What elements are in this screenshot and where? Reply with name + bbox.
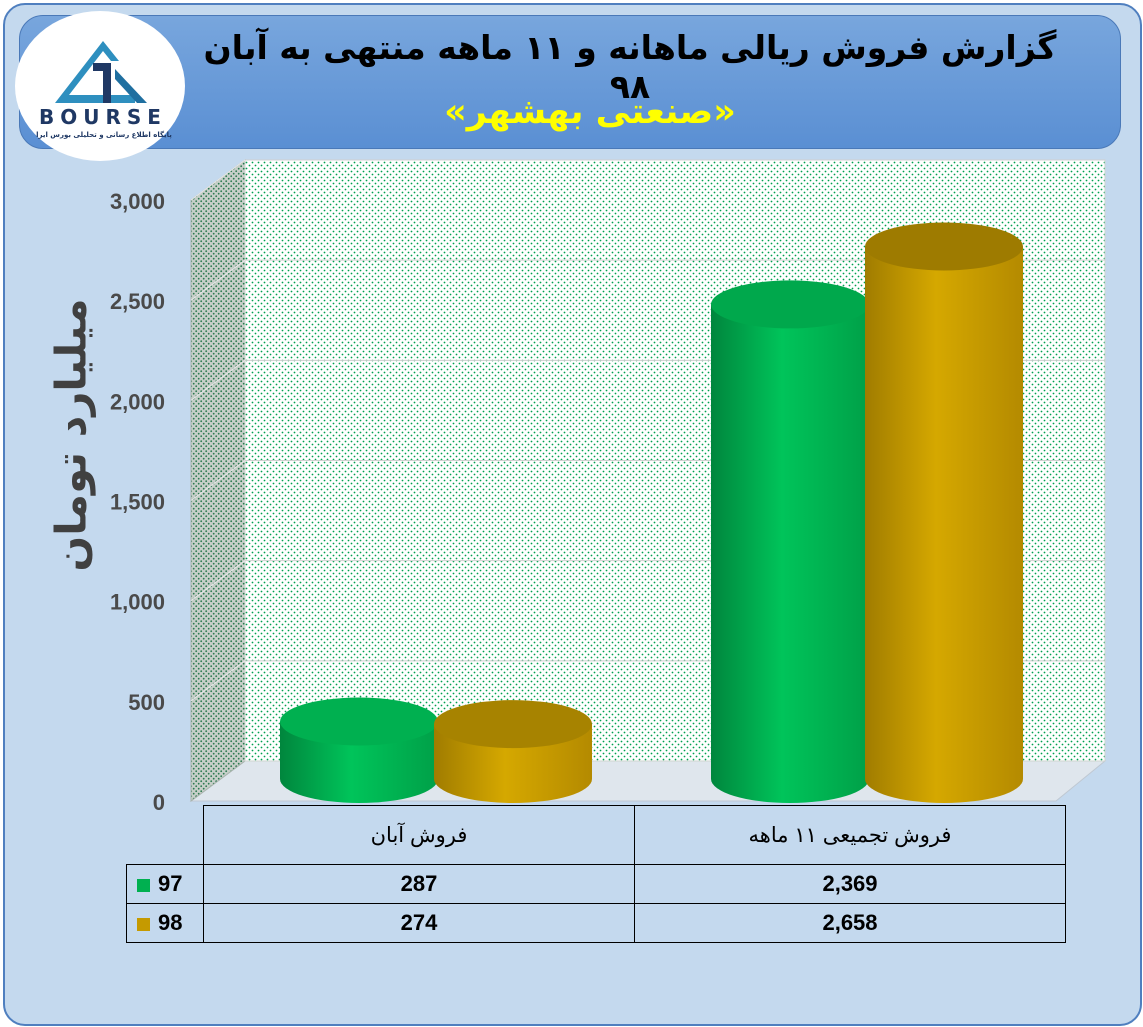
legend-label-97: 97 (158, 871, 183, 896)
gridline-side (190, 460, 246, 501)
logo-wordmark: BOURSE (39, 105, 167, 129)
y-tick-label: 1,000 (110, 590, 165, 615)
bar-top (280, 697, 438, 746)
bar-top (865, 222, 1023, 271)
table-corner (126, 805, 204, 865)
value-97-1: 2,369 (634, 864, 1066, 904)
bar-98-0 (434, 700, 592, 803)
legend-98: 98 (126, 903, 204, 943)
category-label-1: فروش تجمیعی ۱۱ ماهه (634, 805, 1066, 865)
bar-top (434, 700, 592, 749)
gridline-side (190, 159, 246, 201)
chart-frame: گزارش فروش ریالی ماهانه و ۱۱ ماهه منتهی … (3, 3, 1142, 1026)
logo-tagline: پایگاه اطلاع رسانی و تحلیلی بورس ایرا (36, 131, 172, 139)
y-tick-label: 3,000 (110, 189, 165, 214)
value-98-1: 2,658 (634, 903, 1066, 943)
bar-97-0 (280, 697, 438, 803)
y-tick-label: 1,500 (110, 490, 165, 515)
gridline-side (190, 359, 246, 401)
bar-body (711, 304, 869, 803)
chart-subtitle: «صنعتی بهشهر» (444, 92, 736, 132)
bourse-logo: BOURSE پایگاه اطلاع رسانی و تحلیلی بورس … (15, 11, 185, 161)
logo-mark-icon (55, 41, 147, 103)
bar-97-1 (711, 280, 869, 803)
gridline-side (190, 560, 246, 602)
y-tick-label: 2,000 (110, 389, 165, 414)
chart-title: گزارش فروش ریالی ماهانه و ۱۱ ماهه منتهی … (203, 28, 1057, 106)
value-98-0: 274 (203, 903, 635, 943)
value-97-0: 287 (203, 864, 635, 904)
y-axis-label-box: میلیارد تومان (41, 298, 101, 571)
bar-98-1 (865, 222, 1023, 803)
category-label-0: فروش آبان (203, 805, 635, 865)
bar-body (865, 246, 1023, 803)
legend-swatch-97 (137, 878, 150, 892)
y-axis-label: میلیارد تومان (46, 298, 96, 572)
table-header-row: فروش آبان فروش تجمیعی ۱۱ ماهه (126, 805, 1066, 865)
data-table: فروش آبان فروش تجمیعی ۱۱ ماهه 97 287 2,3… (126, 805, 1066, 943)
bars (280, 222, 1023, 803)
bar-top (711, 280, 869, 329)
legend-label-98: 98 (158, 910, 183, 935)
gridline-side (190, 259, 246, 301)
gridline-side (190, 660, 246, 702)
table-row-97: 97 287 2,369 (126, 864, 1066, 904)
legend-swatch-98 (137, 917, 150, 931)
table-row-98: 98 274 2,658 (126, 903, 1066, 943)
y-tick-label: 500 (128, 690, 165, 715)
title-banner: گزارش فروش ریالی ماهانه و ۱۱ ماهه منتهی … (19, 15, 1121, 149)
y-tick-label: 2,500 (110, 289, 165, 314)
legend-97: 97 (126, 864, 204, 904)
